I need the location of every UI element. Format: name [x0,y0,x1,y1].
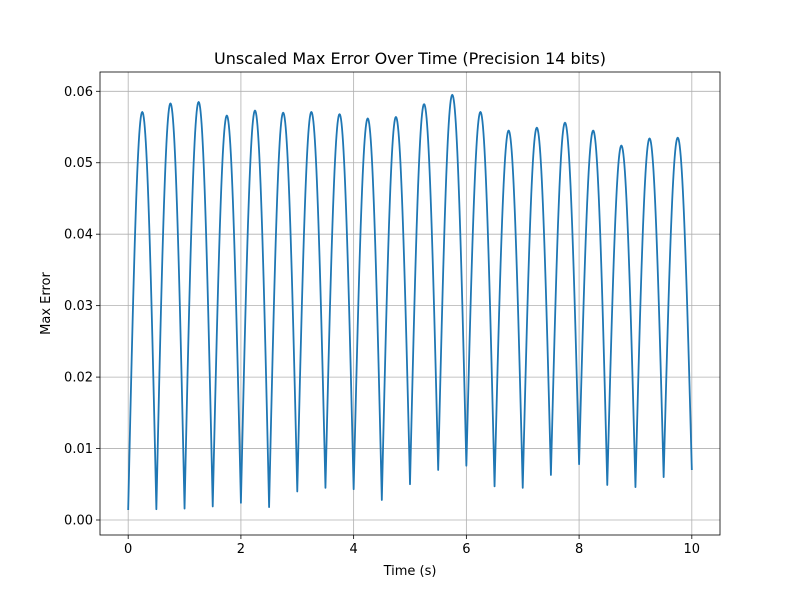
y-tick-label: 0.03 [64,299,93,314]
x-tick-label: 2 [237,542,245,557]
y-axis-label: Max Error [39,272,54,335]
y-tick-label: 0.02 [64,371,93,386]
y-tick-label: 0.06 [64,85,93,100]
x-axis-label: Time (s) [383,564,437,579]
x-tick-label: 0 [124,542,132,557]
series-layer [127,93,693,511]
x-tick-label: 6 [462,542,470,557]
y-axis-ticks: 0.00 0.01 0.02 0.03 0.04 0.05 0.06 [64,85,100,528]
y-tick-label: 0.04 [64,228,93,243]
chart-title: Unscaled Max Error Over Time (Precision … [214,49,606,68]
x-tick-label: 8 [575,542,583,557]
x-tick-label: 10 [684,542,701,557]
x-tick-label: 4 [349,542,357,557]
x-axis-ticks: 0 2 4 6 8 10 [124,535,700,557]
y-tick-label: 0.05 [64,156,93,171]
y-tick-label: 0.00 [64,513,93,528]
plot-frame [99,71,721,536]
series-line [127,93,693,511]
y-tick-label: 0.01 [64,442,93,457]
